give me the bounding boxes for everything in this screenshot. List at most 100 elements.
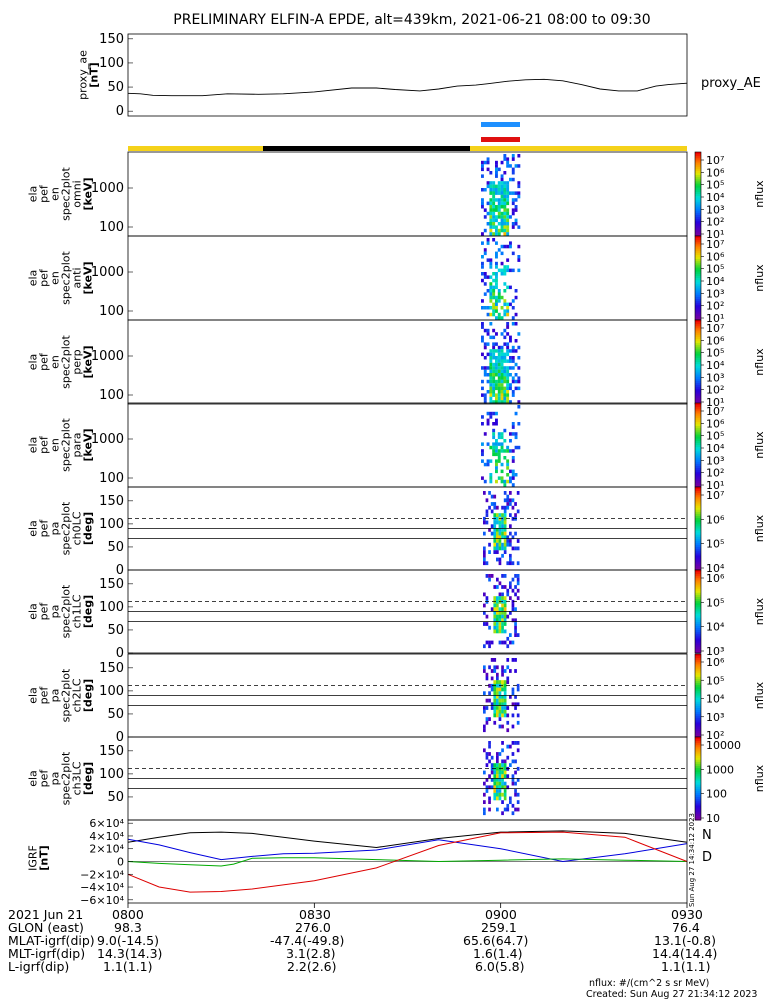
pitch-angle-cell <box>493 680 497 684</box>
colorbar-tick-label: 10⁴ <box>706 191 725 204</box>
colorbar-cell <box>695 596 701 600</box>
colorbar-cell <box>695 592 701 596</box>
colorbar-cell <box>695 290 701 294</box>
pitch-angle-cell <box>503 698 507 703</box>
colorbar-cell <box>695 623 701 627</box>
spectrogram-cell <box>489 218 493 223</box>
colorbar-cell <box>695 173 701 176</box>
spectrogram-cell <box>483 373 487 377</box>
spectrogram-cell <box>506 369 510 374</box>
colorbar-cell <box>695 187 701 191</box>
footer-label: MLAT-igrf(dip) <box>8 933 95 948</box>
pitch-angle-cell <box>501 800 504 804</box>
spectrogram-cell <box>503 154 507 158</box>
pitch-angle-cell <box>496 505 499 510</box>
pitch-angle-cell <box>498 539 502 543</box>
colorbar-tick-label: 10⁷ <box>706 238 724 251</box>
spectrogram-cell <box>489 400 493 404</box>
pitch-angle-cell <box>511 774 515 779</box>
footer-value: 76.4 <box>672 920 700 935</box>
y-axis-label-line: ela <box>27 603 40 620</box>
colorbar-cell <box>695 407 701 410</box>
spectrogram-cell <box>495 362 498 367</box>
colorbar-cell <box>695 722 701 726</box>
pitch-angle-cell <box>488 759 491 764</box>
colorbar-cell <box>695 710 701 713</box>
pitch-angle-cell <box>485 513 489 517</box>
pitch-angle-cell <box>503 513 507 517</box>
colorbar-cell <box>695 189 701 193</box>
spectrogram-cell <box>481 452 484 457</box>
y-axis-label-line: en <box>49 187 62 201</box>
pitch-angle-cell <box>506 785 510 790</box>
colorbar-cell <box>695 278 701 281</box>
colorbar-cell <box>695 691 701 694</box>
spectrogram-cell <box>503 228 507 233</box>
pitch-angle-cell <box>488 752 491 756</box>
colorbar-tick-label: 10³ <box>706 645 724 658</box>
colorbar-cell <box>695 666 701 670</box>
pitch-angle-cell <box>490 509 494 514</box>
pitch-angle-cell <box>490 658 494 662</box>
y-axis-label-line: ela <box>27 687 40 704</box>
pitch-angle-cell <box>516 509 520 514</box>
y-tick-label: 0 <box>116 730 124 745</box>
colorbar-cell <box>695 672 701 676</box>
pitch-angle-cell <box>503 539 507 543</box>
spectrogram-cell <box>511 322 515 326</box>
colorbar-cell <box>695 282 701 285</box>
panel-en_para: 1001000elapefenspec2plotpara[keV]10⁷10⁶1… <box>27 402 766 492</box>
pitch-angle-cell <box>490 676 494 681</box>
colorbar-cell <box>695 166 701 170</box>
pitch-angle-cell <box>493 599 497 604</box>
spectrogram-cell <box>511 208 515 212</box>
colorbar-tick-label: 10⁷ <box>706 154 724 167</box>
spectrogram-cell <box>509 241 512 245</box>
legend-entry: N <box>702 828 712 843</box>
spectrogram-cell <box>495 386 498 391</box>
pitch-angle-cell <box>498 611 502 615</box>
colorbar-cell <box>695 745 701 748</box>
pitch-angle-cell <box>493 691 497 696</box>
y-axis-label-line: anti <box>71 267 84 288</box>
spectrogram-cell <box>486 181 490 185</box>
spectrogram-cell <box>500 379 504 384</box>
spectrogram-cell <box>503 356 507 360</box>
spectrogram-cell <box>506 191 510 195</box>
footer-value: 0930 <box>671 907 703 922</box>
spectrogram-cell <box>489 191 493 195</box>
colorbar-cell <box>695 459 701 463</box>
colorbar-cell <box>695 413 701 417</box>
pitch-angle-cell <box>503 807 507 812</box>
orbit-info-footer: 2021 Jun 21 GLON (east) MLAT-igrf(dip) M… <box>0 908 775 1000</box>
pitch-angle-cell <box>501 759 504 764</box>
colorbar-cell <box>695 607 701 610</box>
pitch-angle-cell <box>501 599 504 604</box>
spectrogram-cell <box>481 174 484 178</box>
spectrogram-cell <box>497 211 501 216</box>
y-axis-label-line: [keV] <box>82 177 95 210</box>
spectrogram-cell <box>481 352 484 357</box>
colorbar-cell <box>695 185 701 189</box>
spectrogram-cell <box>497 228 501 233</box>
colorbar-cell <box>695 664 701 667</box>
pitch-angle-cell <box>516 546 520 551</box>
pitch-angle-cell <box>488 550 491 554</box>
colorbar-cell <box>695 707 701 711</box>
spectrogram-cell <box>500 356 504 360</box>
spectrogram-cell <box>517 268 521 273</box>
colorbar-cell <box>695 419 701 423</box>
pitch-angle-cell <box>490 687 494 692</box>
spectrogram-cell <box>511 211 515 216</box>
spectrogram-cell <box>511 191 515 195</box>
y-axis-label-line: spec2plot <box>60 751 73 805</box>
spectrogram-cell <box>500 218 504 223</box>
pitch-angle-cell <box>501 669 504 673</box>
y-tick-label: 150 <box>99 744 124 759</box>
pitch-angle-cell <box>493 607 497 612</box>
colorbar-cell <box>695 229 701 233</box>
spectrogram-cell <box>500 332 504 336</box>
pitch-angle-cell <box>483 491 486 495</box>
pitch-angle-cell <box>503 687 507 692</box>
footer-value: 276.0 <box>295 920 331 935</box>
